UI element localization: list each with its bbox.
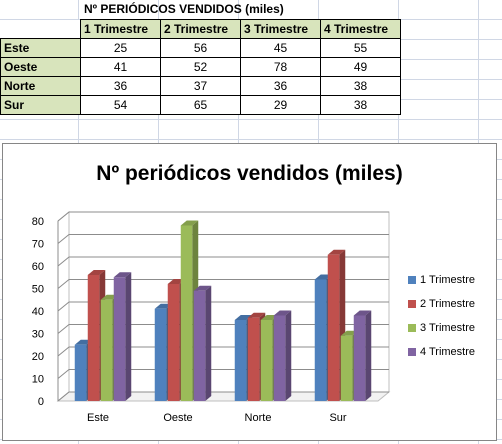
- bar-front: [167, 284, 180, 401]
- value-cell[interactable]: 55: [320, 38, 401, 58]
- table-row: Norte 36 37 36 38: [0, 76, 401, 96]
- value-cell[interactable]: 29: [240, 95, 321, 115]
- legend-entry[interactable]: 1 Trimestre: [408, 268, 475, 292]
- value-cell[interactable]: 38: [320, 95, 401, 115]
- chart-legend[interactable]: 1 Trimestre 2 Trimestre 3 Trimestre 4 Trime…: [408, 268, 475, 364]
- bar-top: [193, 285, 212, 291]
- header-cell[interactable]: 3 Trimestre: [240, 19, 321, 39]
- bar-front: [234, 320, 247, 401]
- value-cell[interactable]: 38: [320, 76, 401, 96]
- bar-front: [100, 299, 113, 401]
- y-tick-label: 50: [32, 284, 44, 296]
- legend-entry[interactable]: 4 Trimestre: [408, 340, 475, 364]
- chart-title[interactable]: Nº periódicos vendidos (miles): [96, 162, 403, 185]
- bar-front: [340, 335, 353, 401]
- value-cell[interactable]: 37: [160, 76, 241, 96]
- y-tick-label: 40: [32, 306, 44, 318]
- x-tick-label: Sur: [329, 412, 346, 424]
- row-label-cell[interactable]: Norte: [0, 76, 81, 96]
- bar-top: [247, 312, 266, 318]
- bar-top: [87, 270, 106, 275]
- y-tick-label: 70: [32, 239, 44, 251]
- bar-side: [125, 272, 132, 401]
- bar-front: [87, 275, 100, 401]
- sales-table: 1 Trimestre 2 Trimestre 3 Trimestre 4 Tr…: [0, 19, 401, 115]
- y-tick-label: 0: [38, 396, 44, 408]
- x-tick-label: Este: [87, 412, 109, 424]
- x-tick-label: Norte: [245, 412, 272, 424]
- bar-front: [260, 320, 273, 401]
- legend-label: 3 Trimestre: [420, 322, 476, 334]
- bar-side: [365, 310, 372, 401]
- legend-label: 1 Trimestre: [420, 274, 476, 286]
- bar-side: [285, 310, 292, 401]
- bar-front: [74, 344, 87, 401]
- value-cell[interactable]: 25: [80, 38, 161, 58]
- legend-swatch: [408, 324, 416, 332]
- bar-top: [234, 315, 253, 320]
- y-gridline: [57, 301, 389, 312]
- table-row: Este 25 56 45 55: [0, 38, 401, 58]
- header-cell[interactable]: 4 Trimestre: [320, 19, 401, 39]
- value-cell[interactable]: 52: [160, 57, 241, 77]
- bar-top: [273, 310, 292, 316]
- bar-top: [353, 310, 372, 316]
- legend-label: 2 Trimestre: [420, 298, 476, 310]
- bar-front: [180, 225, 193, 401]
- bar-front: [314, 279, 327, 401]
- legend-entry[interactable]: 3 Trimestre: [408, 316, 475, 340]
- row-label-cell[interactable]: Este: [0, 38, 81, 58]
- chart-plot-area[interactable]: 0 10 20 30 40 50 60 70 80 Este Oeste Norte Sur: [3, 144, 496, 440]
- table-row: Sur 54 65 29 38: [0, 95, 401, 115]
- value-cell[interactable]: 49: [320, 57, 401, 77]
- bar-top: [180, 220, 199, 226]
- bar-front: [193, 290, 206, 401]
- bar-side: [205, 285, 212, 401]
- legend-swatch: [408, 348, 416, 356]
- y-tick-label: 30: [32, 329, 44, 341]
- bar-front: [154, 308, 167, 401]
- x-tick-label: Oeste: [163, 412, 192, 424]
- value-cell[interactable]: 36: [240, 76, 321, 96]
- bar-front: [353, 315, 366, 401]
- value-cell[interactable]: 41: [80, 57, 161, 77]
- legend-entry[interactable]: 2 Trimestre: [408, 292, 475, 316]
- bar-front: [247, 317, 260, 401]
- legend-swatch: [408, 276, 416, 284]
- legend-swatch: [408, 300, 416, 308]
- y-gridline: [57, 234, 389, 244]
- y-gridline: [57, 256, 389, 267]
- legend-label: 4 Trimestre: [420, 346, 476, 358]
- value-cell[interactable]: 36: [80, 76, 161, 96]
- y-tick-label: 20: [32, 351, 44, 363]
- bar-front: [273, 315, 286, 401]
- sheet-title[interactable]: Nº PERIÓDICOS VENDIDOS (miles): [84, 2, 284, 16]
- value-cell[interactable]: 65: [160, 95, 241, 115]
- y-gridline: [57, 279, 389, 289]
- table-row: Oeste 41 52 78 49: [0, 57, 401, 77]
- bar-front: [113, 277, 126, 401]
- row-label-cell[interactable]: Oeste: [0, 57, 81, 77]
- bar-top: [327, 249, 346, 255]
- value-cell[interactable]: 45: [240, 38, 321, 58]
- value-cell[interactable]: 54: [80, 95, 161, 115]
- chart-area[interactable]: Nº periódicos vendidos (miles) 0 10 20 30 40…: [2, 143, 497, 441]
- bar-top: [113, 272, 132, 278]
- header-cell[interactable]: 1 Trimestre: [80, 19, 161, 39]
- y-tick-label: 10: [32, 374, 44, 386]
- y-gridline: [57, 211, 389, 222]
- table-corner-cell[interactable]: [0, 19, 81, 39]
- y-tick-label: 80: [32, 216, 44, 228]
- y-tick-label: 60: [32, 261, 44, 273]
- value-cell[interactable]: 78: [240, 57, 321, 77]
- header-cell[interactable]: 2 Trimestre: [160, 19, 241, 39]
- value-cell[interactable]: 56: [160, 38, 241, 58]
- bar-front: [327, 254, 340, 401]
- table-header-row: 1 Trimestre 2 Trimestre 3 Trimestre 4 Tr…: [0, 19, 401, 39]
- row-label-cell[interactable]: Sur: [0, 95, 81, 115]
